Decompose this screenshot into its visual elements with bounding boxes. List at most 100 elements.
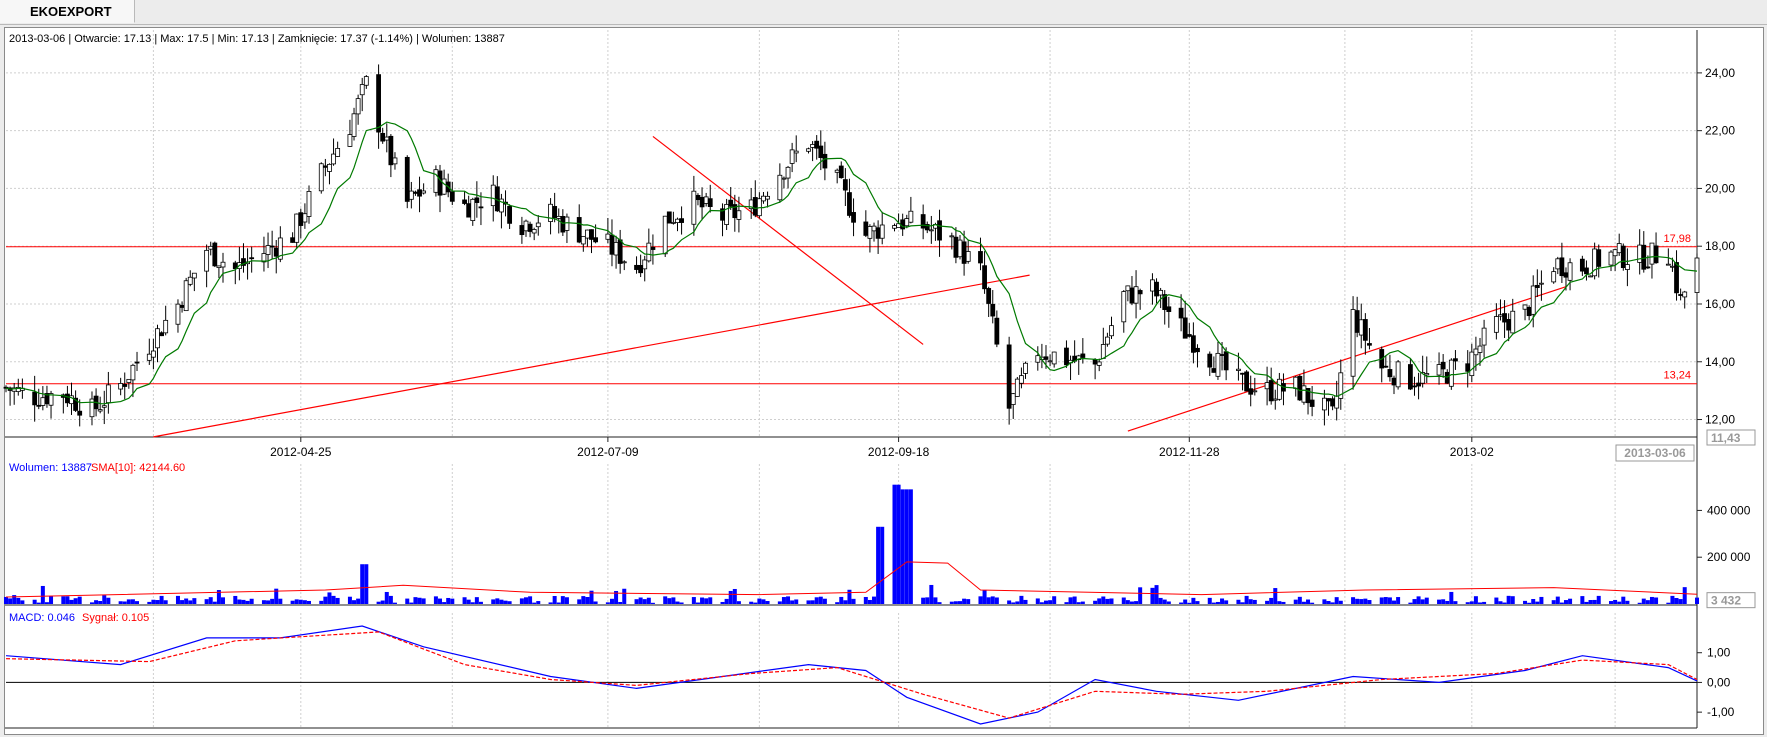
candle-body — [535, 222, 541, 228]
candle-body — [273, 247, 279, 257]
candle-body — [920, 214, 926, 229]
candle-body — [793, 150, 799, 154]
volume-bar — [335, 597, 340, 604]
candle-body — [978, 251, 983, 264]
candle-body — [724, 203, 730, 225]
trend-line — [1127, 286, 1567, 432]
candle-body — [650, 246, 656, 250]
volume-bar — [1641, 598, 1646, 604]
candle-body — [1481, 327, 1487, 346]
volume-bar — [908, 489, 913, 604]
volume-bar — [65, 596, 70, 604]
candle-body — [937, 220, 942, 241]
volume-bar — [777, 601, 782, 604]
signal-line — [5, 631, 1698, 719]
candle-body — [97, 409, 103, 412]
volume-bar — [958, 601, 963, 604]
candle-body — [1223, 351, 1229, 371]
min-value-box — [1706, 429, 1756, 446]
volume-bar — [1125, 600, 1130, 604]
volume-bar — [323, 596, 328, 604]
candle-body — [777, 174, 783, 201]
tab-ekoexport[interactable]: EKOEXPORT — [0, 0, 135, 23]
candle-body — [1424, 373, 1430, 376]
volume-bar — [851, 598, 856, 604]
candle-body — [294, 213, 300, 243]
volume-bar — [1072, 596, 1077, 604]
candle-body — [220, 261, 226, 268]
candle-body — [871, 225, 877, 232]
volume-bar — [1023, 599, 1028, 604]
volume-bar — [266, 600, 271, 604]
y-tick-label: 20,00 — [1705, 181, 1735, 195]
volume-bar — [896, 484, 901, 604]
price-pane: 12,00 14,00 16,00 18,00 20,00 22,00 24,00 2012-… — [3, 30, 1756, 729]
x-tick-label: 2012-07-09 — [577, 445, 639, 459]
candle-body — [179, 304, 185, 308]
volume-bar — [720, 601, 725, 604]
candle-body — [699, 196, 705, 208]
volume-bar — [1334, 597, 1339, 604]
candle-body — [1477, 345, 1483, 353]
candle-body — [490, 184, 496, 207]
candle-body — [1334, 395, 1340, 409]
volume-bar — [352, 600, 357, 604]
volume-bar — [1695, 597, 1699, 604]
candle-body — [781, 177, 787, 180]
volume-bar — [806, 600, 811, 604]
candle-body — [413, 191, 418, 194]
volume-bar — [638, 597, 643, 604]
candle-body — [1125, 285, 1131, 292]
volume-bar — [1310, 602, 1315, 604]
volume-bar — [1330, 602, 1335, 604]
volume-bar — [1637, 602, 1642, 604]
candle-body — [1465, 363, 1471, 372]
candle-body — [523, 220, 529, 232]
volume-bar — [130, 599, 135, 604]
candle-body — [1023, 362, 1028, 374]
volume-bar — [1555, 596, 1560, 604]
volume-bar — [1408, 602, 1413, 604]
candle-body — [585, 229, 590, 239]
candle-body — [904, 218, 910, 227]
volume-bar — [208, 597, 213, 604]
candle-body — [306, 191, 312, 217]
candle-body — [593, 237, 598, 243]
volume-bar — [237, 599, 242, 604]
candle-body — [1006, 344, 1012, 409]
candle-body — [1641, 244, 1647, 270]
candle-body — [1338, 372, 1344, 399]
volume-bar — [1109, 598, 1114, 604]
volume-bar — [1269, 597, 1274, 604]
candle-body — [1162, 294, 1168, 310]
candle-body — [765, 195, 770, 200]
candle-body — [609, 234, 615, 255]
candle-body — [728, 199, 734, 207]
volume-bar — [548, 602, 553, 604]
volume-bar — [1649, 596, 1654, 604]
candle-body — [187, 276, 193, 285]
y-tick-label: 1,00 — [1707, 646, 1731, 660]
volume-bar — [1678, 599, 1683, 604]
volume-bar — [360, 564, 365, 604]
candle-body — [1563, 272, 1569, 278]
volume-bar — [847, 589, 852, 604]
volume-bar — [1306, 599, 1311, 604]
volume-bar — [1007, 600, 1012, 604]
volume-bar — [302, 600, 307, 604]
volume-bar — [577, 599, 582, 604]
candle-body — [1305, 388, 1311, 404]
volume-bar — [188, 600, 193, 604]
candle-body — [1502, 313, 1507, 323]
candle-body — [691, 190, 697, 225]
candle-body — [576, 217, 582, 243]
volume-bar — [925, 597, 930, 604]
candle-body — [1276, 378, 1282, 400]
candle-body — [191, 272, 197, 279]
candle-body — [1264, 382, 1270, 390]
volume-bar — [1539, 596, 1544, 604]
volume-bar — [1252, 599, 1257, 604]
x-tick-label: 2012-04-25 — [270, 445, 332, 459]
candle-body — [1584, 267, 1589, 275]
candle-body — [1010, 393, 1016, 405]
